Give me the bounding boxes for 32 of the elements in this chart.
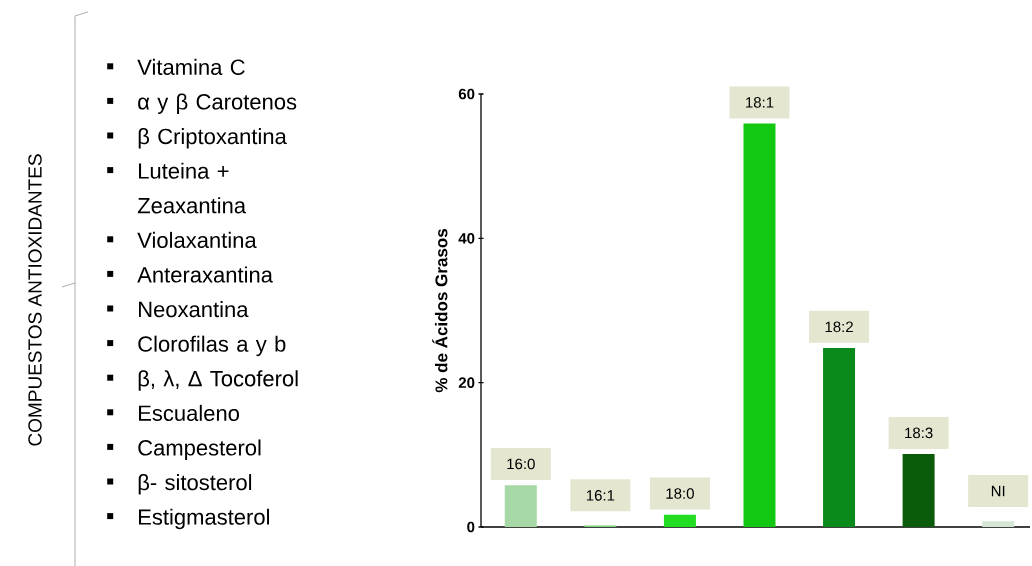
category-label: 16:1 — [586, 490, 615, 501]
text: Estigmasterol — [139, 508, 269, 530]
bar — [902, 454, 935, 527]
bar — [743, 123, 776, 527]
text: Vitamina C — [137, 58, 245, 76]
bar — [982, 521, 1015, 527]
text: Anteraxantina — [137, 266, 273, 283]
text: Escualeno — [139, 404, 239, 422]
text: Luteina + Zeaxantina — [137, 162, 247, 214]
text: Campesterol — [138, 439, 261, 460]
category-label: 16:0 — [507, 458, 535, 470]
text: β Criptoxantina — [138, 128, 287, 149]
y-axis-title: % de Ácidos Grasos — [432, 229, 448, 393]
bar — [504, 485, 537, 527]
text: β- sitosterol — [138, 474, 252, 495]
category-label: 18:0 — [666, 488, 694, 499]
text: Neoxantina — [139, 301, 249, 318]
text: Violaxantina — [137, 231, 257, 249]
text: Clorofilas a y b — [138, 335, 286, 357]
y-tick-label: 40 — [458, 233, 475, 244]
bar — [663, 514, 696, 527]
bar — [823, 348, 856, 527]
y-tick-label: 60 — [458, 88, 475, 100]
category-label: 18:1 — [746, 97, 774, 108]
category-label: 18:3 — [905, 427, 933, 439]
text: α y β Carotenos — [138, 93, 297, 114]
category-label: NI — [991, 485, 1005, 497]
y-tick-label: 0 — [467, 521, 475, 533]
y-tick-label: 20 — [458, 377, 475, 388]
category-label: 18:2 — [825, 321, 853, 333]
text: COMPUESTOS ANTIOXIDANTES — [28, 154, 42, 446]
text: β, λ, Δ Tocoferol — [138, 370, 298, 391]
